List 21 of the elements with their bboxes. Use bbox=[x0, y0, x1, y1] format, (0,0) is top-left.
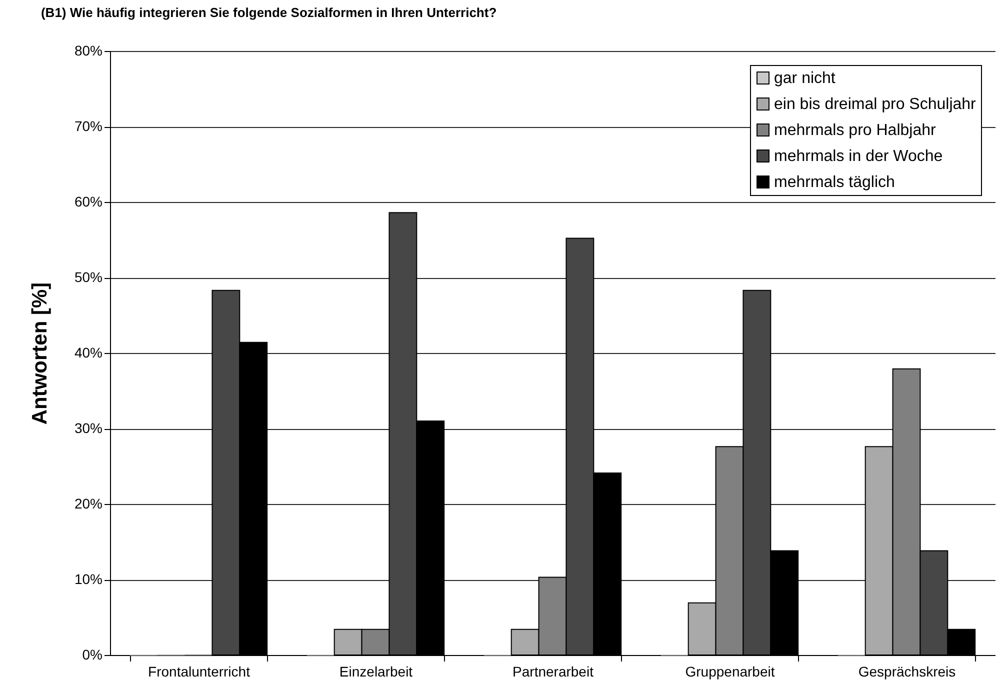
y-tick-label: 10% bbox=[74, 571, 102, 587]
y-tick-label: 0% bbox=[82, 646, 102, 662]
y-tick-label: 60% bbox=[74, 194, 102, 210]
x-tick-label: Frontalunterricht bbox=[148, 664, 250, 680]
y-tick-label: 70% bbox=[74, 118, 102, 134]
legend-label: mehrmals pro Halbjahr bbox=[774, 122, 937, 139]
y-axis-title: Antworten [%] bbox=[28, 282, 52, 425]
legend-label: mehrmals täglich bbox=[774, 174, 895, 191]
x-tick-label: Partnerarbeit bbox=[512, 664, 594, 680]
y-tick-label: 50% bbox=[74, 269, 102, 285]
legend-label: gar nicht bbox=[774, 70, 836, 87]
x-tick-label: Einzelarbeit bbox=[339, 664, 413, 680]
legend-label: ein bis dreimal pro Schuljahr bbox=[774, 96, 977, 113]
x-tick-label: Gesprächskreis bbox=[858, 664, 956, 680]
y-tick-label: 40% bbox=[74, 344, 102, 360]
x-tick-label: Gruppenarbeit bbox=[685, 664, 775, 680]
y-tick-label: 20% bbox=[74, 496, 102, 512]
legend-label: mehrmals in der Woche bbox=[774, 148, 943, 165]
y-tick-label: 30% bbox=[74, 420, 102, 436]
chart-title: (B1) Wie häufig integrieren Sie folgende Sozialformen in Ihren Unterricht? bbox=[40, 5, 497, 20]
y-tick-label: 80% bbox=[74, 42, 102, 58]
